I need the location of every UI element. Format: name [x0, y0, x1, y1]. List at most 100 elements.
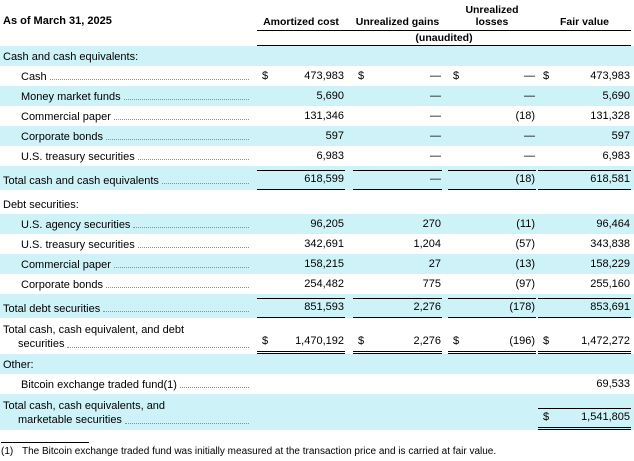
- unrealized-losses-cell: (57): [515, 238, 535, 250]
- table-row-total-debt-securities: Total debt securities 851,593 2,276 (178…: [0, 294, 634, 318]
- row-label: U.S. treasury securities: [21, 151, 135, 163]
- row-label: Total debt securities: [3, 303, 101, 315]
- unrealized-gains-cell: 1,204: [413, 238, 441, 250]
- unrealized-gains-cell: 2,276: [353, 298, 442, 318]
- amortized-cost-cell: 618,599: [257, 170, 345, 190]
- unrealized-losses-cell: (18): [448, 170, 536, 190]
- amortized-cost-cell: 158,215: [304, 258, 344, 270]
- row-label: Money market funds: [21, 91, 121, 103]
- unrealized-losses-cell-empty: [448, 425, 536, 430]
- row-label: U.S. agency securities: [21, 219, 131, 231]
- amortized-cost-cell: 131,346: [304, 110, 344, 122]
- dollar-sign: $: [543, 411, 550, 423]
- col-header-amortized-cost: Amortized cost: [263, 16, 339, 28]
- unrealized-gains-cell: 270: [422, 218, 441, 230]
- unrealized-losses-cell: —: [524, 150, 535, 162]
- unrealized-losses-cell: (11): [516, 218, 535, 230]
- amortized-cost-cell: $473,983: [262, 70, 344, 82]
- dot-leader: [105, 287, 249, 288]
- row-label-line2: marketable securities: [18, 414, 122, 426]
- fair-value-cell: 5,690: [602, 90, 630, 102]
- amortized-cost-cell: $1,470,192: [257, 333, 345, 354]
- table-row-bitcoin-exchange-traded-fund: Bitcoin exchange traded fund(1) 69,533: [0, 374, 634, 394]
- fair-value-cell: $473,983: [543, 70, 630, 82]
- unrealized-losses-cell: $ —: [453, 70, 535, 82]
- fair-value-cell: 131,328: [590, 110, 630, 122]
- unrealized-losses-cell: $ (196): [448, 333, 536, 354]
- table-row-us-treasury-securities-debt: U.S. treasury securities 342,691 1,204 (…: [0, 234, 634, 254]
- amortized-cost-cell-empty: [257, 425, 345, 430]
- footnote: (1) The Bitcoin exchange traded fund was…: [0, 442, 634, 457]
- section-other: Other:: [0, 354, 634, 374]
- unrealized-losses-cell-empty: [448, 389, 536, 394]
- dollar-sign: $: [453, 70, 460, 82]
- fair-value-cell: 96,464: [596, 218, 630, 230]
- table-row-corporate-bonds-debt: Corporate bonds 254,482 775 (97) 255,160: [0, 274, 634, 294]
- row-label-line1: Total cash, cash equivalents, and: [3, 400, 166, 412]
- dot-leader: [137, 247, 249, 248]
- dot-leader: [179, 387, 249, 388]
- table-row-cash: Cash $473,983 $ — $ — $473,983: [0, 66, 634, 86]
- row-label: Corporate bonds: [21, 279, 103, 291]
- fair-value-cell: 597: [611, 130, 630, 142]
- col-header-unrealized-losses: Unrealized losses: [465, 4, 519, 28]
- section-debt-securities: Debt securities:: [0, 190, 634, 214]
- table-row-commercial-paper: Commercial paper 131,346 — (18) 131,328: [0, 106, 634, 126]
- amortized-cost-cell: 96,205: [310, 218, 344, 230]
- dot-leader: [113, 119, 249, 120]
- table-row-corporate-bonds: Corporate bonds 597 — — 597: [0, 126, 634, 146]
- dollar-sign: $: [543, 70, 550, 82]
- subheader-row: (unaudited): [0, 31, 634, 46]
- table-row-money-market-funds: Money market funds 5,690 — — 5,690: [0, 86, 634, 106]
- unrealized-losses-cell: (97): [515, 278, 535, 290]
- row-label: U.S. treasury securities: [21, 239, 135, 251]
- unrealized-gains-cell-empty: [353, 389, 442, 394]
- col-header-fair-value: Fair value: [559, 16, 610, 28]
- unrealized-losses-cell: (178): [448, 298, 536, 318]
- fair-value-cell: $1,541,805: [538, 408, 631, 430]
- fair-value-cell: 618,581: [538, 170, 631, 190]
- amortized-cost-cell-empty: [257, 389, 345, 394]
- unrealized-gains-cell: $2,276: [353, 333, 442, 354]
- amortized-cost-cell: 254,482: [304, 278, 344, 290]
- footnote-text: The Bitcoin exchange traded fund was ini…: [22, 446, 497, 457]
- dot-leader: [103, 311, 249, 312]
- fair-value-cell: $1,472,272: [538, 333, 631, 354]
- fair-value-cell: 343,838: [590, 238, 630, 250]
- dollar-sign: $: [358, 70, 365, 82]
- dot-leader: [113, 267, 249, 268]
- dot-leader: [49, 79, 249, 80]
- row-label-line1: Total cash, cash equivalent, and debt: [3, 324, 185, 336]
- unrealized-gains-cell: —: [430, 110, 441, 122]
- row-label: Total cash and cash equivalents: [3, 175, 159, 187]
- row-label: Bitcoin exchange traded fund(1): [21, 379, 177, 391]
- table-header: As of March 31, 2025 Amortized cost Unre…: [0, 0, 634, 31]
- dollar-sign: $: [543, 335, 550, 347]
- dot-leader: [133, 227, 249, 228]
- fair-value-cell: 853,691: [538, 298, 631, 318]
- dot-leader: [105, 139, 249, 140]
- amortized-cost-cell: 851,593: [257, 298, 345, 318]
- row-label: Commercial paper: [21, 111, 111, 123]
- dot-leader: [161, 183, 249, 184]
- section-label: Cash and cash equivalents:: [3, 51, 139, 63]
- section-label: Debt securities:: [3, 199, 79, 211]
- section-label: Other:: [3, 359, 34, 371]
- row-label: Commercial paper: [21, 259, 111, 271]
- amortized-cost-cell: 6,983: [316, 150, 344, 162]
- unrealized-gains-cell: 775: [422, 278, 441, 290]
- amortized-cost-cell: 5,690: [316, 90, 344, 102]
- unrealized-losses-cell: —: [524, 90, 535, 102]
- column-headers: Amortized cost Unrealized gains Unrealiz…: [257, 0, 631, 31]
- fair-value-cell: 255,160: [590, 278, 630, 290]
- amortized-cost-cell: 597: [325, 130, 344, 142]
- unrealized-gains-cell: —: [430, 130, 441, 142]
- dot-leader: [67, 347, 249, 348]
- unrealized-losses-cell: (13): [515, 258, 535, 270]
- dollar-sign: $: [262, 70, 269, 82]
- row-label: Cash: [21, 71, 47, 83]
- table-row-us-treasury-securities: U.S. treasury securities 6,983 — — 6,983: [0, 146, 634, 166]
- unrealized-gains-cell: 27: [428, 258, 441, 270]
- unrealized-gains-cell: —: [353, 170, 442, 190]
